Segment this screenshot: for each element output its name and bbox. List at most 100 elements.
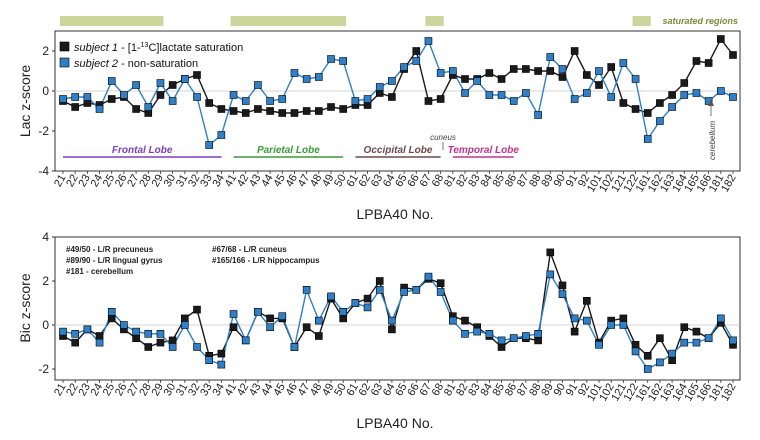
lac-x-tick-label: 85 xyxy=(491,173,508,190)
bic-x-tick-label: 87 xyxy=(515,382,532,399)
lac-subject1-point xyxy=(266,107,274,115)
lac-subject1-point xyxy=(558,73,567,81)
bic-subject2-point xyxy=(595,340,603,349)
lac-subject1-point xyxy=(631,105,640,113)
lac-x-tick-label: 91 xyxy=(564,173,581,190)
bic-x-tick-label: 86 xyxy=(503,382,520,399)
legend: subject 1 - [1-13C]lactate saturation su… xyxy=(59,41,243,70)
lac-subject1-point xyxy=(168,81,177,89)
bic-subject2-point xyxy=(181,321,189,329)
bic-x-tick-label: 31 xyxy=(174,382,191,399)
bic-subject2-point xyxy=(327,292,335,301)
bic-x-tick-label: 29 xyxy=(150,382,167,399)
lac-subject2-point xyxy=(619,59,628,67)
bic-subject2-point xyxy=(400,288,408,296)
bic-x-tick-label: 65 xyxy=(393,382,410,399)
lac-subject2-point xyxy=(205,141,213,149)
bic-subject2-point xyxy=(497,336,506,345)
lac-x-tick-label: 89 xyxy=(539,173,556,190)
lac-x-tick-label: 25 xyxy=(101,173,118,190)
lac-subject1-point xyxy=(327,103,335,111)
lac-subject2-point xyxy=(449,67,457,75)
note-hippocampus: #165/166 - L/R hippocampus xyxy=(212,256,320,265)
bic-x-tick-label: 25 xyxy=(101,382,118,399)
lac-subject2-point xyxy=(400,63,408,71)
bic-x-tick-label: 22 xyxy=(64,382,81,399)
bic-subject2-point xyxy=(412,285,421,294)
lac-subject1-point xyxy=(607,63,615,71)
saturated-band xyxy=(425,16,444,26)
lac-subject2-point xyxy=(339,57,347,65)
lac-subject2-point xyxy=(217,131,226,139)
lac-subject1-point xyxy=(254,105,262,113)
lac-x-tick-label: 41 xyxy=(223,173,240,190)
bic-x-ticks: 2122232425262728293031323334414243444546… xyxy=(52,380,739,403)
lac-x-tick-label: 88 xyxy=(527,173,544,190)
bic-subject1-point xyxy=(375,277,384,285)
bic-subject1-point xyxy=(631,340,640,349)
lac-subject1-point xyxy=(290,109,299,117)
lac-subject2-point xyxy=(266,97,274,105)
lac-subject2-point xyxy=(583,89,591,97)
bic-subject1-point xyxy=(583,296,591,305)
bic-subject1-point xyxy=(217,349,226,358)
bic-x-tick-label: 26 xyxy=(113,382,130,399)
lac-subject1-point xyxy=(729,51,737,59)
lac-x-tick-label: 23 xyxy=(76,173,93,190)
bic-x-tick-label: 27 xyxy=(125,382,142,399)
lac-subject1-point xyxy=(193,71,201,79)
lac-x-tick-label: 65 xyxy=(393,173,410,190)
lac-subject2-point xyxy=(254,81,262,89)
bic-subject2-point xyxy=(205,356,213,365)
lac-subject2-point xyxy=(59,95,67,103)
bic-subject1-point xyxy=(546,248,555,257)
lac-subject2-point xyxy=(375,83,384,91)
lac-subject1-point xyxy=(680,79,689,87)
lac-subject2-point xyxy=(363,95,372,103)
bic-x-tick-label: 63 xyxy=(369,382,386,399)
lac-y-ticks: -4 -2 0 2 xyxy=(38,44,55,178)
lac-subject1-point xyxy=(692,57,701,65)
saturated-bands xyxy=(60,16,651,26)
lac-x-tick-label: 82 xyxy=(454,173,471,190)
bic-x-tick-label: 43 xyxy=(247,382,264,399)
legend-subject1-marker xyxy=(59,41,70,52)
bic-x-tick-label: 67 xyxy=(418,382,435,399)
lac-subject2-point xyxy=(351,97,360,105)
bic-subject2-point xyxy=(83,325,92,334)
bic-subject1-point xyxy=(668,356,676,365)
bic-x-tick-label: 68 xyxy=(430,382,447,399)
lac-subject2-point xyxy=(546,53,555,61)
bic-subject2-point xyxy=(729,336,737,345)
lac-subject2-point xyxy=(668,103,676,111)
bic-subject2-point xyxy=(59,327,67,336)
lac-subject2-point xyxy=(692,89,701,97)
saturated-regions-label: saturated regions xyxy=(662,16,738,26)
bic-subject1-point xyxy=(156,338,165,347)
cuneus-label: cuneus xyxy=(430,133,456,142)
lac-subject2-point xyxy=(412,57,421,65)
bic-subject2-point xyxy=(656,358,664,367)
lac-subject1-point xyxy=(412,47,421,55)
lac-subject1-point xyxy=(388,93,396,101)
bic-subject2-point xyxy=(643,365,652,373)
lac-x-tick-label: 31 xyxy=(174,173,191,190)
bic-x-tick-label: 91 xyxy=(564,382,581,399)
bic-x-tick-label: 90 xyxy=(552,382,569,399)
lac-subject1-point xyxy=(704,59,713,67)
lac-subject1-point xyxy=(217,105,226,113)
lac-subject2-point xyxy=(290,69,299,77)
cerebellum-label: cerebellum xyxy=(708,121,717,160)
legend-subject1-label: subject 1 - [1-13C]lactate saturation xyxy=(74,42,243,54)
bic-subject2-point xyxy=(375,285,384,294)
bic-x-tick-label: 81 xyxy=(442,382,459,399)
lac-x-tick-label: 30 xyxy=(162,173,179,190)
lac-x-ticks: 2122232425262728293031323334414243444546… xyxy=(52,171,739,194)
lac-subject2-point xyxy=(607,93,615,101)
lac-subject1-point xyxy=(315,107,323,115)
bic-subject2-point xyxy=(156,329,165,338)
lac-subject2-point xyxy=(107,77,116,85)
lac-x-tick-label: 67 xyxy=(418,173,435,190)
bic-x-tick-label: 44 xyxy=(259,382,276,399)
